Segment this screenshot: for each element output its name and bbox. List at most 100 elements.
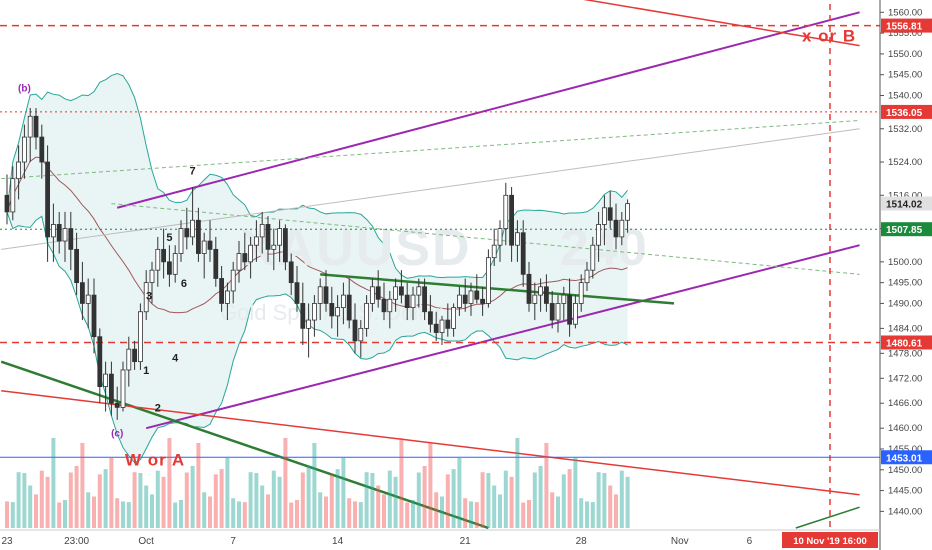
candle-body[interactable] [393,286,399,300]
candle-body[interactable] [538,286,543,296]
candle-body[interactable] [149,269,155,284]
candle-body[interactable] [21,136,27,163]
candle-body[interactable] [503,194,509,229]
candle-body[interactable] [109,373,114,404]
candle-body[interactable] [126,348,132,371]
candle-body[interactable] [56,224,62,242]
candle-body[interactable] [103,373,108,388]
candle-body[interactable] [248,244,254,263]
candle-body[interactable] [433,323,439,333]
candle-body[interactable] [137,311,143,363]
candle-body[interactable] [596,224,601,246]
candle-body[interactable] [358,327,364,342]
candle-body[interactable] [416,286,422,296]
candle-body[interactable] [352,319,358,342]
candle-body[interactable] [242,253,248,263]
candle-body[interactable] [91,294,97,338]
candle-body[interactable] [422,286,428,313]
candle-body[interactable] [451,307,457,329]
candle-body[interactable] [480,298,486,304]
candle-body[interactable] [39,136,45,163]
candle-body[interactable] [474,290,480,300]
candle-body[interactable] [4,194,10,213]
candle-body[interactable] [294,282,300,304]
candle-body[interactable] [207,240,213,250]
candle-body[interactable] [584,269,590,284]
candle-body[interactable] [143,282,149,313]
candle-body[interactable] [335,307,341,317]
candle-body[interactable] [607,207,613,221]
candle-body[interactable] [195,219,201,254]
candle-body[interactable] [549,303,555,321]
candle-body[interactable] [323,286,329,304]
candle-body[interactable] [369,286,375,304]
candle-body[interactable] [532,294,538,304]
candle-body[interactable] [74,248,79,284]
candle-body[interactable] [259,224,265,238]
candle-body[interactable] [51,224,56,238]
candle-body[interactable] [253,236,259,246]
candle-body[interactable] [404,294,410,308]
candle-body[interactable] [300,303,306,329]
candle-body[interactable] [45,161,50,238]
candle-body[interactable] [625,203,630,221]
candle-body[interactable] [27,115,33,138]
candle-body[interactable] [515,232,520,246]
candle-body[interactable] [288,261,294,284]
candle-body[interactable] [462,294,468,304]
candle-body[interactable] [468,290,474,304]
candle-body[interactable] [155,248,161,271]
candle-body[interactable] [375,286,381,300]
candle-body[interactable] [485,257,491,304]
candle-body[interactable] [114,402,120,408]
candle-body[interactable] [213,248,219,279]
price-axis[interactable]: 1560.00 1555.00 1550.00 1545.00 1540.00 1532.… [879,0,932,550]
candle-body[interactable] [172,253,178,275]
candle-body[interactable] [311,303,317,321]
candle-body[interactable] [619,219,625,238]
candle-body[interactable] [520,232,526,275]
candle-body[interactable] [277,228,283,246]
candle-body[interactable] [526,273,532,304]
candle-body[interactable] [602,207,607,225]
candle-body[interactable] [613,219,619,238]
candle-body[interactable] [161,248,167,263]
candle-body[interactable] [224,290,230,304]
candle-body[interactable] [509,194,515,246]
candle-body[interactable] [178,228,184,254]
candle-body[interactable] [33,115,39,138]
candle-body[interactable] [16,161,22,180]
candle-body[interactable] [10,178,16,213]
candle-body[interactable] [236,253,242,271]
candle-body[interactable] [456,294,462,308]
candle-body[interactable] [282,228,288,263]
candle-body[interactable] [497,228,503,246]
candle-body[interactable] [340,294,346,308]
candle-body[interactable] [329,303,335,317]
candle-body[interactable] [190,219,196,238]
candle-body[interactable] [184,228,190,238]
candle-body[interactable] [491,244,497,259]
candle-body[interactable] [410,294,416,308]
candle-body[interactable] [573,303,578,325]
candle-body[interactable] [230,269,236,292]
candle-body[interactable] [271,244,277,250]
candle-body[interactable] [387,298,393,313]
candle-body[interactable] [561,294,567,304]
candle-body[interactable] [68,228,74,250]
candle-body[interactable] [62,228,68,242]
candle-body[interactable] [364,303,370,329]
candle-body[interactable] [346,294,352,321]
candle-body[interactable] [132,348,138,363]
candle-body[interactable] [427,311,433,325]
candle-body[interactable] [80,282,85,304]
candle-body[interactable] [166,261,172,275]
candle-body[interactable] [590,244,596,271]
candle-body[interactable] [578,282,584,304]
candle-body[interactable] [439,319,445,333]
candle-body[interactable] [445,319,451,329]
candle-body[interactable] [120,369,126,408]
candle-body[interactable] [201,240,207,254]
candle-body[interactable] [555,303,561,321]
